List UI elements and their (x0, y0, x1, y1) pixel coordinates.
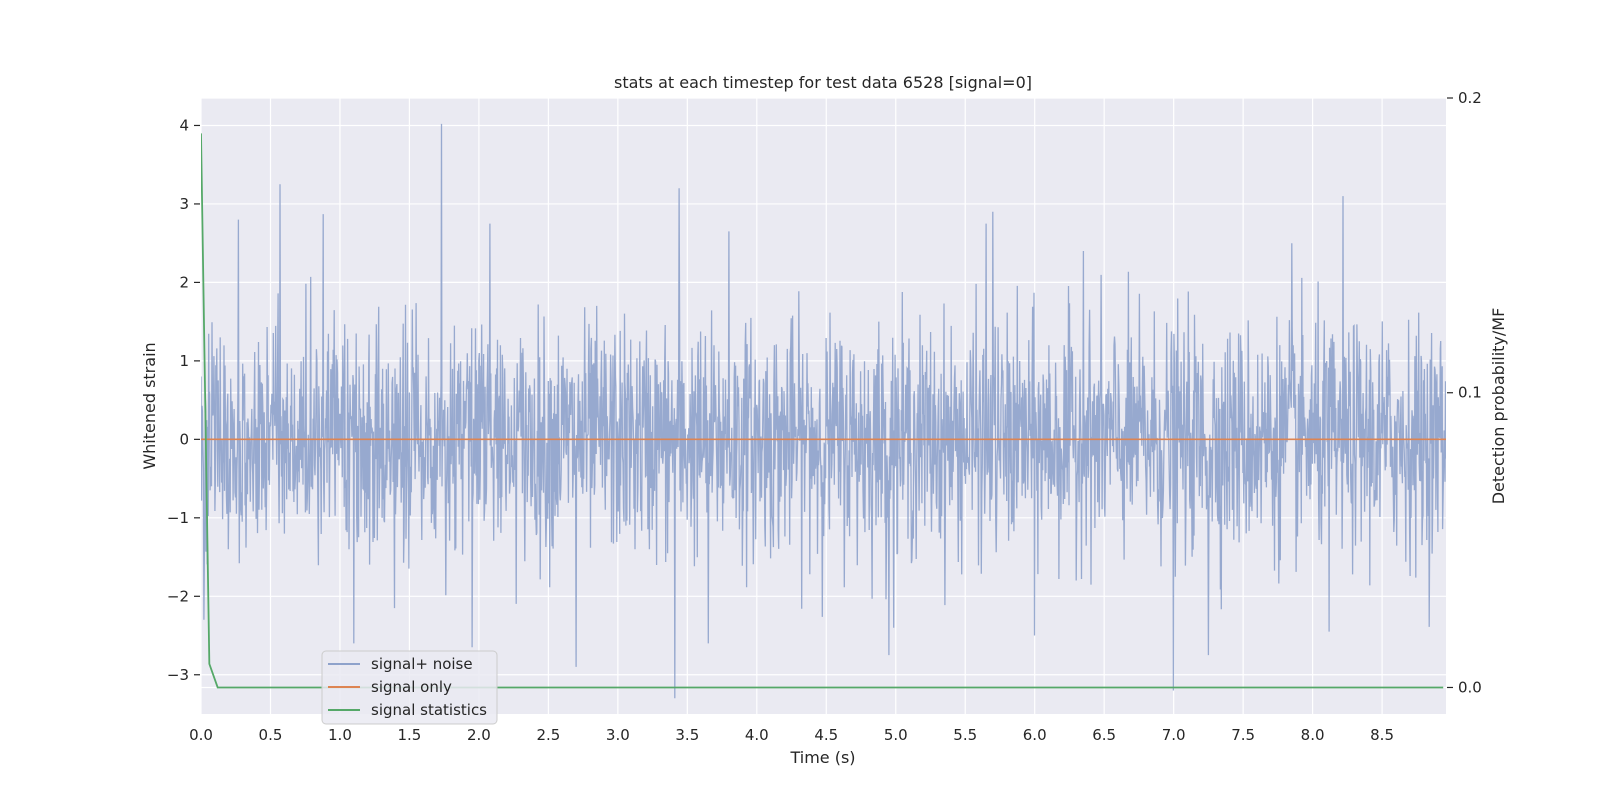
x-tick-label: 3.0 (606, 726, 630, 744)
x-tick-label: 2.0 (467, 726, 491, 744)
legend-box (321, 650, 498, 725)
chart-title: stats at each timestep for test data 652… (614, 73, 1032, 92)
x-tick-label: 7.0 (1162, 726, 1186, 744)
x-tick-label: 8.5 (1370, 726, 1394, 744)
x-tick-label: 5.5 (953, 726, 977, 744)
y-right-tick-label: 0.1 (1458, 384, 1482, 402)
y-tick-label: −2 (167, 587, 189, 605)
x-tick-label: 1.0 (328, 726, 352, 744)
legend-label-signal-noise: signal+ noise (371, 655, 473, 673)
x-tick-label: 0.0 (189, 726, 213, 744)
x-tick-label: 7.5 (1231, 726, 1255, 744)
legend: signal+ noise signal only signal statist… (321, 650, 498, 725)
y-tick-label: 3 (179, 195, 189, 213)
x-tick-label: 5.0 (884, 726, 908, 744)
x-tick-label: 6.5 (1092, 726, 1116, 744)
x-tick-label: 2.5 (536, 726, 560, 744)
y-tick-label: −3 (167, 666, 189, 684)
series-signal-statistics-line (201, 133, 1444, 689)
axis-ticks: 0.0 0.5 1.0 1.5 2.0 2.5 3.0 3.5 4.0 4.5 5.0 5.5 6.0 6… (167, 89, 1482, 744)
legend-label-signal-only: signal only (371, 678, 452, 696)
x-tick-label: 4.0 (745, 726, 769, 744)
y-axis-label: Whitened strain (140, 342, 159, 469)
y-tick-label: 1 (179, 352, 189, 370)
x-tick-label: 1.5 (397, 726, 421, 744)
legend-label-signal-statistics: signal statistics (371, 701, 487, 719)
y-tick-label: 0 (179, 430, 189, 448)
x-tick-label: 6.0 (1023, 726, 1047, 744)
y-tick-label: 2 (179, 273, 189, 291)
x-tick-label: 3.5 (675, 726, 699, 744)
y-tick-label: 4 (179, 116, 189, 134)
x-axis-label: Time (s) (789, 748, 855, 767)
y-axis-right-label: Detection probability/MF (1489, 308, 1508, 505)
x-tick-label: 0.5 (259, 726, 283, 744)
series-layer (201, 123, 1446, 699)
plot-series-area (201, 123, 1446, 699)
y-tick-label: −1 (167, 509, 189, 527)
y-right-tick-label: 0.2 (1458, 89, 1482, 107)
series-signal-noise-line (201, 123, 1446, 699)
x-tick-label: 8.0 (1301, 726, 1325, 744)
y-right-tick-label: 0.0 (1458, 678, 1482, 696)
x-tick-label: 4.5 (814, 726, 838, 744)
